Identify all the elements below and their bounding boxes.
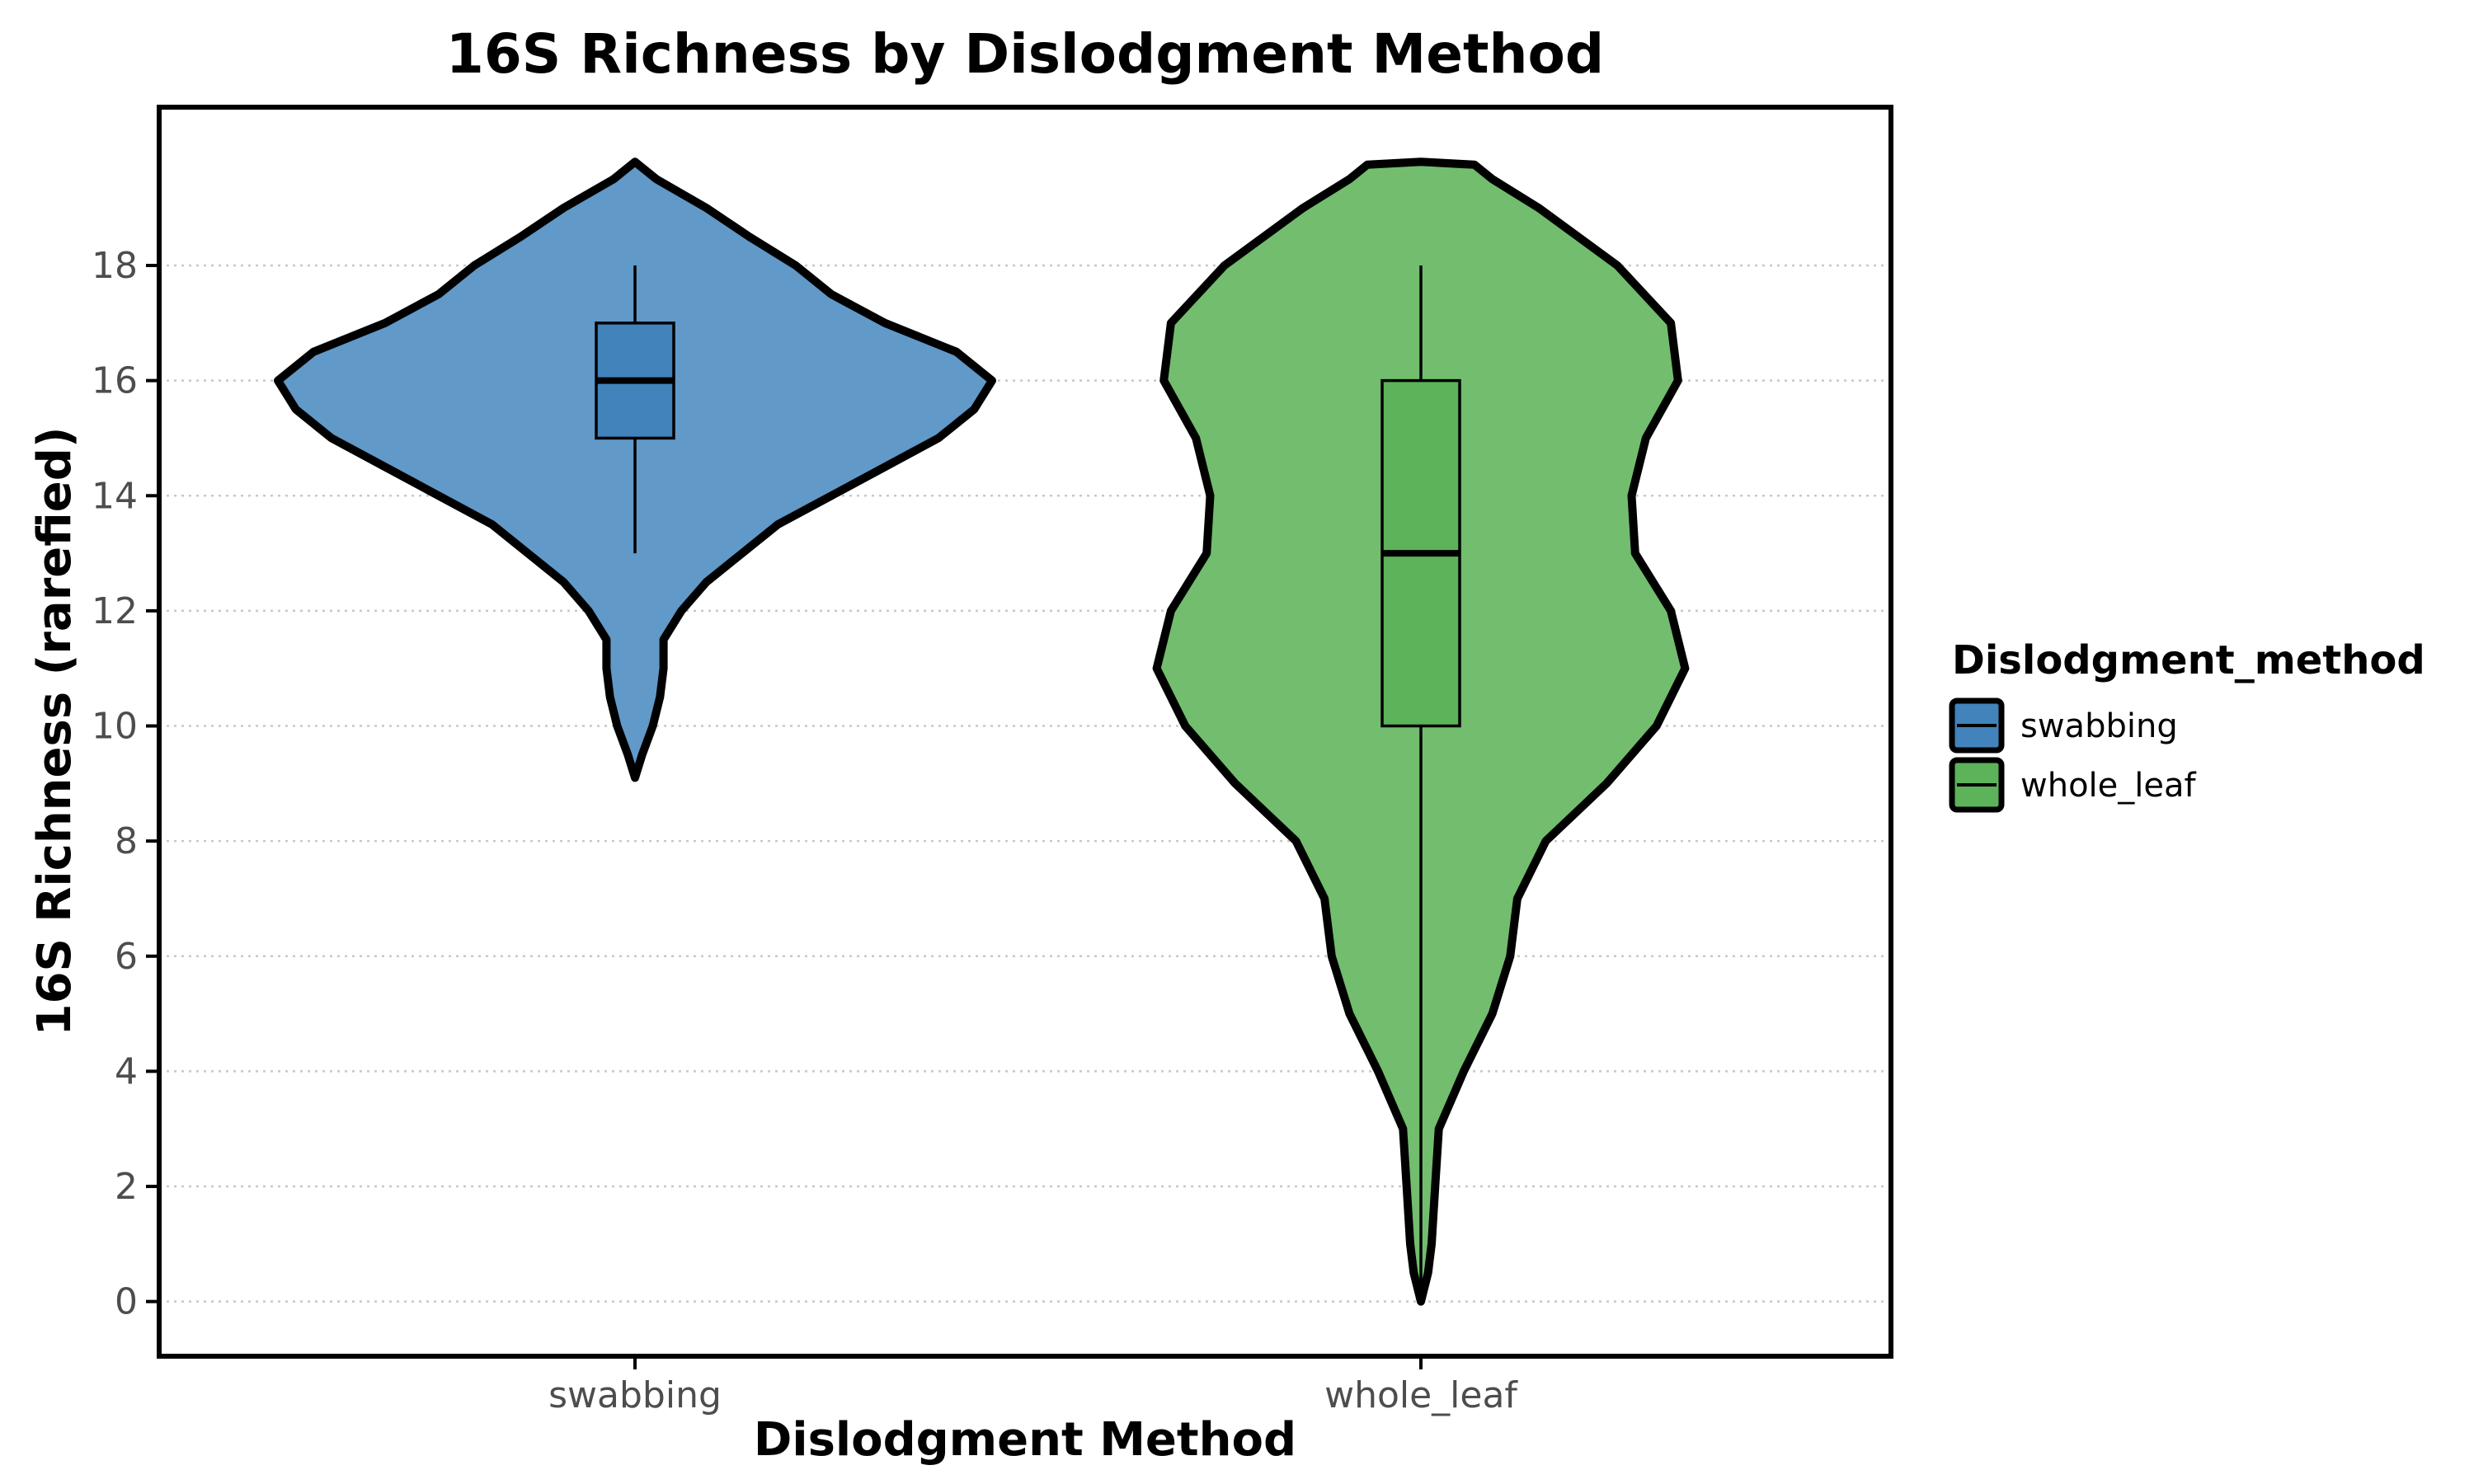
y-tick-label: 10 <box>92 706 138 748</box>
legend-entry-whole_leaf: whole_leaf <box>1949 757 2196 813</box>
y-tick-label: 2 <box>115 1166 138 1208</box>
y-tick-label: 8 <box>115 820 138 862</box>
plot-panel-border <box>157 105 1893 1359</box>
x-axis-ticks: swabbing whole_leaf <box>548 1356 1518 1416</box>
legend-label: swabbing <box>2020 707 2178 745</box>
legend-title: Dislodgment_method <box>1952 637 2425 683</box>
y-tick-label: 6 <box>115 936 138 978</box>
y-axis-ticks: 0 2 4 6 8 10 12 14 16 18 <box>92 245 159 1323</box>
x-axis-title: Dislodgment Method <box>754 1413 1296 1467</box>
chart-title: 16S Richness by Dislodgment Method <box>446 22 1604 86</box>
y-tick-label: 4 <box>115 1050 138 1092</box>
legend-label: whole_leaf <box>2020 767 2196 805</box>
y-tick-label: 12 <box>92 590 138 632</box>
y-axis-title: 16S Richness (rarefied) <box>28 427 82 1036</box>
y-tick-label: 18 <box>92 245 138 287</box>
y-tick-label: 0 <box>115 1281 138 1323</box>
legend: Dislodgment_method swabbing whole_leaf <box>1949 637 2425 813</box>
legend-entry-swabbing: swabbing <box>1949 697 2178 754</box>
boxplots <box>595 265 1461 1302</box>
violins <box>274 157 1690 1306</box>
y-tick-label: 16 <box>92 360 138 402</box>
x-tick-label: whole_leaf <box>1324 1374 1518 1416</box>
y-tick-label: 14 <box>92 475 138 517</box>
x-tick-label: swabbing <box>548 1374 722 1416</box>
